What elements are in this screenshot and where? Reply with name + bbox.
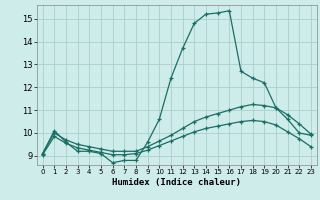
X-axis label: Humidex (Indice chaleur): Humidex (Indice chaleur) bbox=[112, 178, 241, 187]
